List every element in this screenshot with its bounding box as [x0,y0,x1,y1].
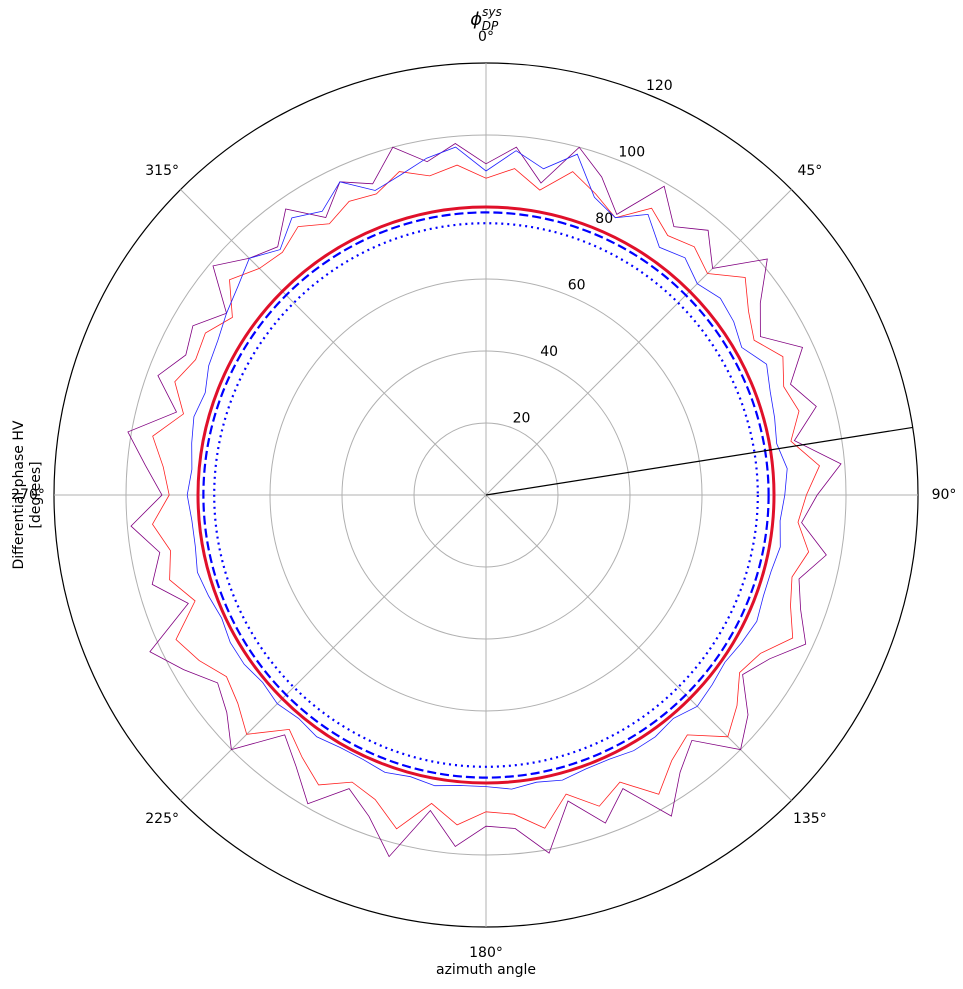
y-axis-label: Differential phase HV [11,420,27,569]
grid-spoke [485,189,792,496]
x-axis-label: azimuth angle [436,962,536,978]
theta-tick-label: 225° [145,811,179,827]
series-line [186,146,788,790]
ring-line [213,222,759,768]
theta-tick-label: 270° [11,487,45,503]
r-tick-label: 120 [646,78,673,94]
r-tick-label: 80 [595,211,613,227]
grid-spoke [485,494,792,801]
r-tick-label: 20 [513,410,531,426]
grid-spoke [180,494,487,801]
theta-tick-label: 90° [932,487,957,503]
title-sup: sys [482,5,502,19]
theta-tick-label: 0° [478,29,494,45]
title-base: ϕ [470,9,482,30]
r-tick-label: 60 [568,277,586,293]
r-tick-label: 40 [540,344,558,360]
r-tick-label: 100 [618,144,645,160]
title-sub: DP [482,19,499,33]
theta-tick-label: 135° [793,811,827,827]
theta-tick-label: 180° [469,945,503,961]
chart-title: ϕsys DP [470,5,501,33]
grid-spoke [180,189,487,496]
y-axis-label: [degrees] [28,461,44,528]
azimuth-marker [485,426,913,496]
series-line [152,164,820,830]
theta-tick-label: 45° [797,163,822,179]
series-line [127,143,842,858]
ring-line [196,205,776,785]
theta-tick-label: 315° [145,163,179,179]
ring-line [202,211,770,779]
